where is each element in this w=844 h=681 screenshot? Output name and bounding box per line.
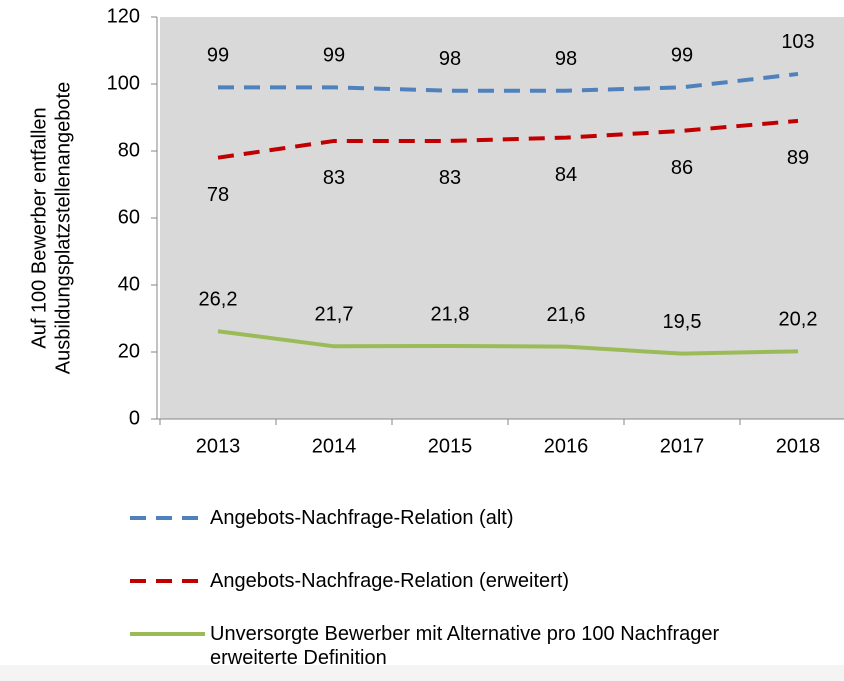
legend-label: Angebots-Nachfrage-Relation (alt) [210,507,514,529]
y-axis-title: Auf 100 Bewerber entfallen [28,107,50,348]
y-tick-label: 120 [107,5,140,27]
y-axis-title: Ausbildungsplatzstellenangebote [52,82,74,374]
series-line [218,71,799,93]
plot-area [160,17,844,419]
data-label: 103 [781,31,814,53]
y-tick-label: 20 [118,340,140,362]
y-tick-label: 0 [129,407,140,429]
data-label: 26,2 [199,289,238,311]
x-tick-label: 2017 [660,435,705,457]
data-label: 21,8 [431,303,470,325]
series-line [217,118,799,160]
data-label: 99 [671,45,693,67]
data-label: 78 [207,184,229,206]
y-tick-label: 60 [118,206,140,228]
legend-label: Unversorgte Bewerber mit Alternative pro… [210,623,720,669]
data-label: 21,7 [315,304,354,326]
data-label: 20,2 [779,309,818,331]
x-tick-label: 2018 [776,435,821,457]
footer-strip [0,665,844,681]
data-label: 99 [323,45,345,67]
x-tick-label: 2015 [428,435,473,457]
x-tick-label: 2013 [196,435,241,457]
y-tick-label: 40 [118,273,140,295]
series-line [217,329,799,356]
data-label: 86 [671,157,693,179]
data-label: 98 [555,48,577,70]
data-label: 98 [439,48,461,70]
data-label: 84 [555,164,577,186]
x-tick-label: 2016 [544,435,589,457]
y-tick-label: 100 [107,72,140,94]
data-label: 83 [323,167,345,189]
data-label: 19,5 [663,311,702,333]
y-tick-label: 80 [118,139,140,161]
data-label: 21,6 [547,304,586,326]
data-label: 89 [787,147,809,169]
x-tick-label: 2014 [312,435,357,457]
data-label: 99 [207,45,229,67]
legend-label: Angebots-Nachfrage-Relation (erweitert) [210,570,570,592]
data-label: 83 [439,167,461,189]
